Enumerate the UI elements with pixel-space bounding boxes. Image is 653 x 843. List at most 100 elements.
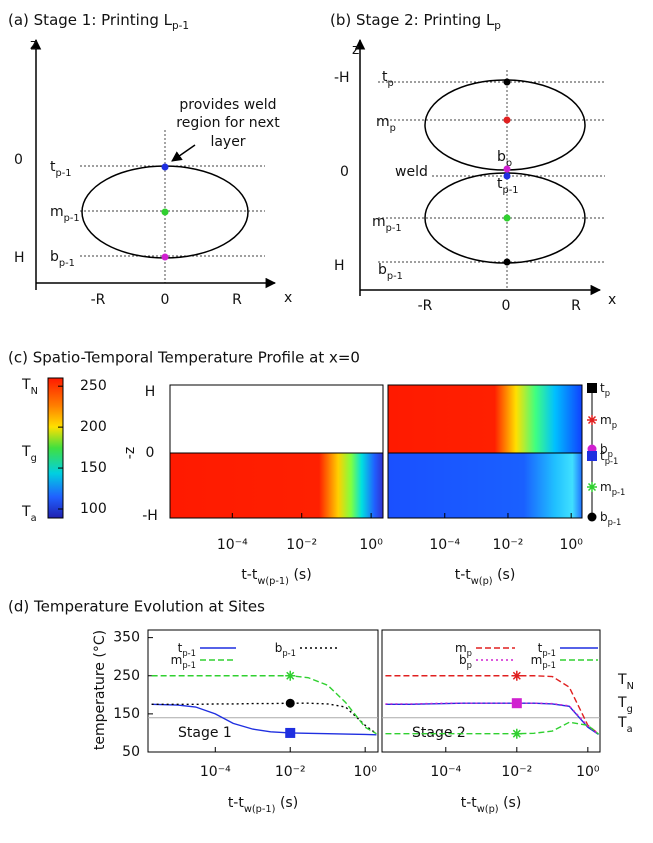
legend-label-sub: p	[467, 648, 472, 658]
y-label: 0	[146, 445, 155, 461]
series-marker	[285, 698, 295, 708]
site-marker	[587, 415, 597, 425]
site-label-text: m	[372, 214, 386, 230]
y-tick-label: 150	[113, 706, 140, 722]
series-line	[151, 675, 377, 735]
colorbar-label: 200	[80, 419, 107, 435]
site-label-sub: p-1	[503, 185, 519, 196]
panel-title: (c) Spatio-Temporal Temperature Profile …	[8, 349, 360, 367]
x-axis-label: t-tw(p) (s)	[461, 795, 522, 815]
y-tick-label: 50	[122, 744, 140, 760]
x-tick-label: 10⁻⁴	[217, 537, 248, 553]
site-label: tp-1	[497, 176, 519, 196]
site-label-sub: p	[608, 449, 613, 459]
site-label: tp-1	[50, 159, 72, 179]
x-axis-label: t-tw(p-1) (s)	[228, 795, 298, 815]
legend-label: tp-1	[178, 641, 196, 658]
site-label: tp	[600, 381, 610, 398]
site-label: bp	[600, 442, 613, 459]
x-axis-label-tail: (s)	[499, 795, 522, 811]
panel-title-text: (b) Stage 2: Printing L	[330, 11, 495, 29]
site-dot	[503, 214, 511, 222]
colorbar-annotation: Ta	[21, 504, 37, 524]
x-tick-label: 10⁻⁴	[200, 764, 231, 780]
x-axis-label-tail: (s)	[276, 795, 299, 811]
y-label: H	[145, 384, 156, 400]
legend-label-sub: p-1	[182, 660, 196, 670]
legend-label-sub: p-1	[542, 660, 556, 670]
side-label-text: T	[617, 715, 627, 731]
site-marker	[587, 482, 597, 492]
x-axis-label-text: t-t	[461, 795, 478, 811]
site-label-sub: p-1	[386, 223, 402, 234]
site-marker	[587, 512, 597, 522]
site-label-text: b	[378, 262, 387, 278]
site-label-sub: p	[390, 123, 396, 134]
axis-label: z	[30, 37, 37, 53]
heatmap	[387, 384, 583, 454]
series-line	[385, 675, 599, 735]
axis-label: x	[608, 292, 616, 308]
site-dot	[161, 253, 169, 261]
series-marker	[285, 670, 296, 681]
x-axis-label-sub: w(p)	[471, 576, 493, 587]
legend-label-text: m	[171, 653, 183, 667]
legend-label: mp-1	[531, 653, 556, 670]
legend-label-sub: p	[467, 660, 472, 670]
site-dot	[503, 116, 511, 124]
side-label-sub: a	[627, 724, 633, 735]
site-label-sub: p-1	[59, 258, 75, 269]
axis-label: z	[352, 42, 359, 58]
x-tick-label: 10⁻⁴	[430, 764, 461, 780]
side-label: Tg	[617, 695, 633, 715]
panel-title: (b) Stage 2: Printing Lp	[330, 11, 501, 33]
panel-title: (a) Stage 1: Printing Lp-1	[8, 11, 189, 33]
site-label-text: m	[600, 413, 612, 427]
site-label-sub: p-1	[64, 213, 80, 224]
site-dot	[503, 78, 511, 86]
colorbar-label: 250	[80, 378, 107, 394]
z-label: -H	[334, 70, 350, 86]
legend-label-text: t	[178, 641, 183, 655]
x-tick-label: 10⁻²	[275, 764, 306, 780]
legend-label: bp	[459, 653, 472, 670]
site-marker	[587, 383, 597, 393]
annotation: Stage 2	[412, 725, 466, 741]
site-dot	[503, 165, 511, 173]
x-axis-label-text: t-t	[455, 567, 472, 583]
x-axis-label: t-tw(p) (s)	[455, 567, 516, 587]
z-label: 0	[14, 152, 23, 168]
site-label-text: m	[376, 114, 390, 130]
site-label: bp-1	[378, 262, 403, 282]
legend-label-text: b	[275, 641, 283, 655]
x-tick-label: 10⁻⁴	[429, 537, 460, 553]
colorbar-label: 100	[80, 501, 107, 517]
x-axis-label-text: t-t	[228, 795, 245, 811]
site-label-text: t	[497, 176, 503, 192]
site-label: mp-1	[50, 204, 80, 224]
panel-title: (d) Temperature Evolution at Sites	[8, 598, 265, 616]
site-label: tp-1	[600, 449, 618, 466]
site-label-text: t	[600, 381, 605, 395]
series-line	[385, 702, 599, 735]
site-label-sub: p-1	[608, 517, 622, 527]
site-label-text: b	[600, 442, 608, 456]
x-axis-label-sub: w(p-1)	[244, 804, 276, 815]
site-label-text: b	[497, 149, 506, 165]
z-label: H	[14, 250, 25, 266]
series-marker	[511, 670, 522, 681]
x-label: 0	[161, 292, 170, 308]
legend-label: mp-1	[171, 653, 196, 670]
y-tick-label: 250	[113, 668, 140, 684]
site-label-text: b	[600, 510, 608, 524]
series-marker	[511, 698, 522, 709]
legend-label-text: m	[455, 641, 467, 655]
heatmap	[387, 452, 583, 519]
y-tick-label: 350	[113, 630, 140, 646]
legend-label-sub: p-1	[542, 648, 556, 658]
x-tick-label: 10⁻²	[493, 537, 524, 553]
colorbar-label: 150	[80, 460, 107, 476]
site-label-text: m	[50, 204, 64, 220]
x-axis-label-tail: (s)	[493, 567, 516, 583]
